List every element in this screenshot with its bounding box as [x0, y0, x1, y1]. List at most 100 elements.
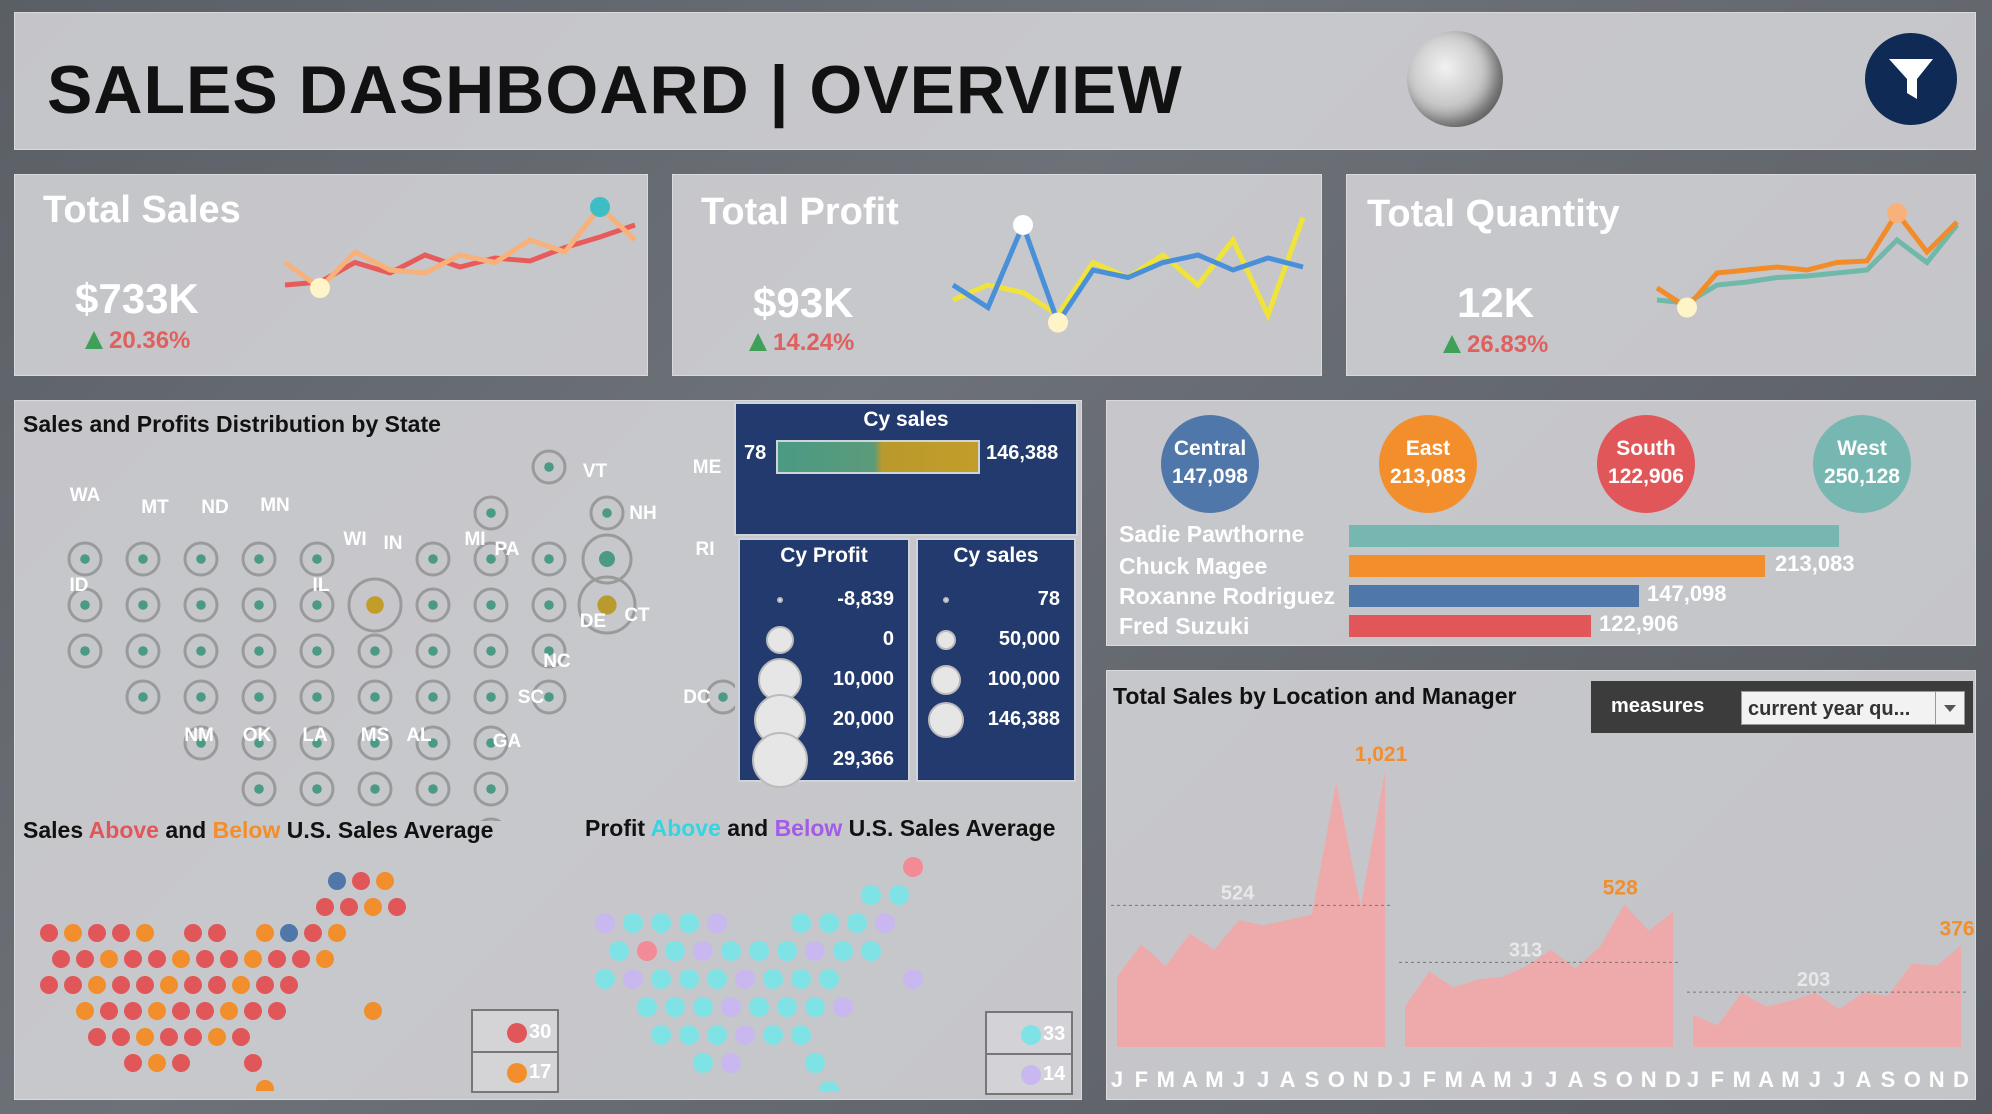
- state-label: AL: [406, 725, 432, 746]
- state-dot: [220, 950, 238, 968]
- state-dot: [124, 950, 142, 968]
- state-label: WA: [70, 485, 101, 506]
- month-label: J: [1233, 1067, 1245, 1092]
- state-dot: [749, 997, 769, 1017]
- state-label: NH: [629, 503, 656, 524]
- state-bubble: [577, 575, 637, 635]
- manager-bar[interactable]: [1349, 525, 1839, 547]
- legend-title: Cy sales: [863, 408, 949, 431]
- month-label: F: [1711, 1067, 1724, 1092]
- state-bubble: [473, 679, 509, 715]
- region-west[interactable]: West 250,128: [1813, 415, 1911, 513]
- size-legend-label: 20,000: [832, 708, 894, 730]
- sales-average-dot-map: [40, 872, 406, 1091]
- state-dot: [184, 976, 202, 994]
- region-south[interactable]: South 122,906: [1597, 415, 1695, 513]
- state-dot: [833, 941, 853, 961]
- state-bubble: [183, 679, 219, 715]
- month-label: A: [1182, 1067, 1198, 1092]
- state-dot: [256, 924, 274, 942]
- above-count: 30: [529, 1021, 552, 1043]
- month-label: J: [1399, 1067, 1411, 1092]
- state-dot: [100, 950, 118, 968]
- state-dot: [328, 872, 346, 890]
- chevron-down-icon[interactable]: [1935, 692, 1964, 724]
- manager-value: 122,906: [1599, 611, 1679, 636]
- state-bubble: [299, 771, 335, 807]
- state-dot: [88, 1028, 106, 1046]
- sales-avg-legend: 30 17: [471, 1009, 559, 1093]
- average-label: 203: [1797, 969, 1830, 991]
- filter-icon[interactable]: [1865, 33, 1957, 125]
- state-dot: [595, 913, 615, 933]
- kpi-title: Total Quantity: [1367, 193, 1620, 235]
- manager-bar[interactable]: [1349, 615, 1591, 637]
- state-dot: [805, 941, 825, 961]
- month-label: S: [1881, 1067, 1896, 1092]
- kpi-delta: 26.83%: [1467, 331, 1549, 358]
- kpi-title: Total Sales: [43, 189, 241, 231]
- month-label: J: [1687, 1067, 1699, 1092]
- measures-dropdown[interactable]: current year qu...: [1741, 691, 1965, 725]
- state-label: NC: [543, 651, 571, 672]
- state-dot: [721, 997, 741, 1017]
- state-bubble: [299, 587, 335, 623]
- sales-sparkline: [283, 197, 637, 298]
- min-point: [1677, 297, 1697, 318]
- manager-bar[interactable]: [1349, 585, 1639, 607]
- state-label: MI: [464, 529, 485, 550]
- state-bubble-map: WA MT ND MN WI IN MI PA VT ME NH RI ID IL DE CT NC DC SC NM…: [67, 449, 735, 821]
- state-dot: [777, 997, 797, 1017]
- month-label: M: [1781, 1067, 1799, 1092]
- state-bubble: [347, 577, 403, 633]
- max-point: [1887, 203, 1907, 223]
- moon-icon[interactable]: [1407, 31, 1503, 127]
- kpi-value: 12K: [1457, 279, 1535, 326]
- state-dot: [112, 976, 130, 994]
- legend-min: 78: [744, 442, 767, 464]
- state-dot: [847, 913, 867, 933]
- state-dot: [244, 950, 262, 968]
- state-bubble: [299, 541, 335, 577]
- state-dot: [721, 941, 741, 961]
- state-bubble: [357, 679, 393, 715]
- state-bubble: [415, 725, 451, 761]
- region-central[interactable]: Central 147,098: [1161, 415, 1259, 513]
- state-dot: [268, 1002, 286, 1020]
- state-dot: [861, 885, 881, 905]
- state-dot: [819, 913, 839, 933]
- state-bubble: [531, 633, 567, 669]
- state-dot: [268, 950, 286, 968]
- size-legend-circle: [936, 630, 956, 650]
- location-chart-title: Total Sales by Location and Manager: [1113, 683, 1517, 709]
- kpi-title: Total Profit: [701, 191, 899, 233]
- area-series: [1405, 904, 1673, 1047]
- min-point: [310, 278, 330, 298]
- state-bubble: [299, 725, 335, 761]
- state-dot: [637, 997, 657, 1017]
- below-count: 14: [1043, 1063, 1066, 1085]
- state-dot: [256, 976, 274, 994]
- state-label: SC: [518, 687, 545, 708]
- state-dot: [679, 969, 699, 989]
- size-legend-label: 10,000: [832, 668, 894, 690]
- manager-name: Chuck Magee: [1119, 553, 1268, 579]
- location-chart-panel: Total Sales by Location and Manager meas…: [1106, 670, 1976, 1100]
- state-label: MS: [361, 725, 390, 746]
- state-bubble: [415, 771, 451, 807]
- month-label: N: [1641, 1067, 1657, 1092]
- manager-bar[interactable]: [1349, 555, 1765, 577]
- sparkline-series: [283, 203, 637, 292]
- state-label: IN: [384, 533, 403, 554]
- state-dot: [791, 913, 811, 933]
- state-dot: [256, 1080, 274, 1091]
- state-dot: [112, 1028, 130, 1046]
- state-dot: [100, 1002, 118, 1020]
- state-label: MT: [141, 497, 169, 518]
- state-bubble: [299, 679, 335, 715]
- region-east[interactable]: East 213,083: [1379, 415, 1477, 513]
- state-dot: [88, 924, 106, 942]
- state-dot: [707, 913, 727, 933]
- max-point: [590, 197, 610, 217]
